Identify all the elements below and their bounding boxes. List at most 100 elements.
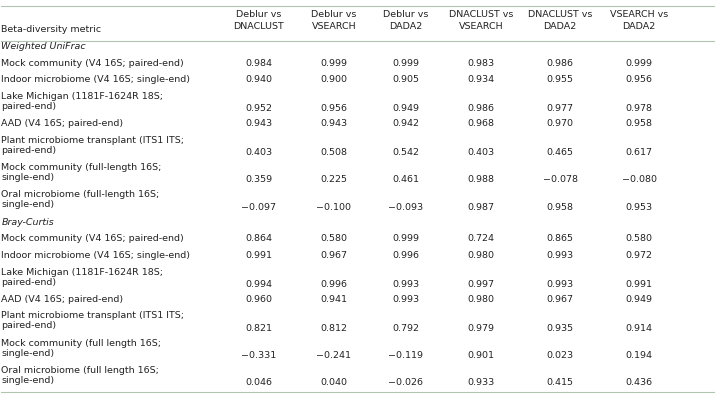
Text: 0.986: 0.986 [546,59,574,68]
Text: 0.980: 0.980 [467,295,495,304]
Text: DADA2: DADA2 [544,22,577,31]
Text: 0.415: 0.415 [546,378,574,387]
Text: 0.988: 0.988 [467,176,495,184]
Text: VSEARCH: VSEARCH [312,22,356,31]
Text: 0.465: 0.465 [546,148,574,157]
Text: −0.097: −0.097 [241,202,276,212]
Text: −0.331: −0.331 [241,351,276,360]
Text: 0.958: 0.958 [546,202,574,212]
Text: 0.949: 0.949 [392,104,419,113]
Text: 0.994: 0.994 [245,280,272,289]
Text: paired-end): paired-end) [1,278,57,287]
Text: 0.999: 0.999 [392,234,419,243]
Text: DNACLUST vs: DNACLUST vs [449,10,513,19]
Text: −0.100: −0.100 [317,202,351,212]
Text: Oral microbiome (full length 16S;: Oral microbiome (full length 16S; [1,366,159,375]
Text: 0.942: 0.942 [392,119,419,128]
Text: 0.821: 0.821 [245,324,272,333]
Text: 0.993: 0.993 [392,280,419,289]
Text: 0.967: 0.967 [320,251,348,260]
Text: −0.078: −0.078 [543,176,577,184]
Text: AAD (V4 16S; paired-end): AAD (V4 16S; paired-end) [1,295,123,304]
Text: −0.119: −0.119 [388,351,423,360]
Text: −0.026: −0.026 [388,378,423,387]
Text: 0.958: 0.958 [625,119,653,128]
Text: AAD (V4 16S; paired-end): AAD (V4 16S; paired-end) [1,119,123,128]
Text: 0.403: 0.403 [245,148,272,157]
Text: 0.023: 0.023 [546,351,574,360]
Text: 0.968: 0.968 [467,119,495,128]
Text: −0.241: −0.241 [317,351,351,360]
Text: 0.508: 0.508 [320,148,348,157]
Text: 0.580: 0.580 [625,234,653,243]
Text: DADA2: DADA2 [389,22,422,31]
Text: paired-end): paired-end) [1,321,57,331]
Text: 0.940: 0.940 [245,75,272,84]
Text: 0.983: 0.983 [467,59,495,68]
Text: 0.978: 0.978 [625,104,653,113]
Text: −0.080: −0.080 [622,176,656,184]
Text: 0.900: 0.900 [320,75,348,84]
Text: 0.934: 0.934 [467,75,495,84]
Text: 0.996: 0.996 [320,280,348,289]
Text: Lake Michigan (1181F-1624R 18S;: Lake Michigan (1181F-1624R 18S; [1,92,164,101]
Text: 0.986: 0.986 [467,104,495,113]
Text: 0.933: 0.933 [467,378,495,387]
Text: 0.960: 0.960 [245,295,272,304]
Text: 0.993: 0.993 [546,251,574,260]
Text: 0.812: 0.812 [320,324,348,333]
Text: 0.046: 0.046 [245,378,272,387]
Text: Mock community (full-length 16S;: Mock community (full-length 16S; [1,163,162,172]
Text: 0.941: 0.941 [320,295,348,304]
Text: 0.953: 0.953 [625,202,653,212]
Text: VSEARCH vs: VSEARCH vs [610,10,668,19]
Text: Mock community (full length 16S;: Mock community (full length 16S; [1,339,162,348]
Text: 0.993: 0.993 [546,280,574,289]
Text: 0.991: 0.991 [245,251,272,260]
Text: Plant microbiome transplant (ITS1 ITS;: Plant microbiome transplant (ITS1 ITS; [1,136,185,145]
Text: 0.956: 0.956 [625,75,653,84]
Text: Mock community (V4 16S; paired-end): Mock community (V4 16S; paired-end) [1,59,185,68]
Text: Indoor microbiome (V4 16S; single-end): Indoor microbiome (V4 16S; single-end) [1,75,190,84]
Text: Deblur vs: Deblur vs [236,10,281,19]
Text: 0.999: 0.999 [320,59,348,68]
Text: 0.194: 0.194 [625,351,653,360]
Text: Weighted UniFrac: Weighted UniFrac [1,42,86,51]
Text: paired-end): paired-end) [1,102,57,111]
Text: single-end): single-end) [1,349,55,358]
Text: DNACLUST: DNACLUST [233,22,284,31]
Text: 0.952: 0.952 [245,104,272,113]
Text: 0.979: 0.979 [467,324,495,333]
Text: Indoor microbiome (V4 16S; single-end): Indoor microbiome (V4 16S; single-end) [1,251,190,260]
Text: Lake Michigan (1181F-1624R 18S;: Lake Michigan (1181F-1624R 18S; [1,268,164,277]
Text: 0.977: 0.977 [546,104,574,113]
Text: 0.617: 0.617 [625,148,653,157]
Text: 0.955: 0.955 [546,75,574,84]
Text: 0.943: 0.943 [320,119,348,128]
Text: 0.864: 0.864 [245,234,272,243]
Text: 0.901: 0.901 [467,351,495,360]
Text: 0.935: 0.935 [546,324,574,333]
Text: 0.980: 0.980 [467,251,495,260]
Text: single-end): single-end) [1,173,55,182]
Text: 0.970: 0.970 [546,119,574,128]
Text: 0.359: 0.359 [245,176,272,184]
Text: 0.542: 0.542 [392,148,419,157]
Text: 0.993: 0.993 [392,295,419,304]
Text: 0.943: 0.943 [245,119,272,128]
Text: Plant microbiome transplant (ITS1 ITS;: Plant microbiome transplant (ITS1 ITS; [1,311,185,321]
Text: DNACLUST vs: DNACLUST vs [528,10,592,19]
Text: 0.914: 0.914 [625,324,653,333]
Text: 0.984: 0.984 [245,59,272,68]
Text: Bray-Curtis: Bray-Curtis [1,218,54,227]
Text: −0.093: −0.093 [388,202,423,212]
Text: 0.905: 0.905 [392,75,419,84]
Text: Oral microbiome (full-length 16S;: Oral microbiome (full-length 16S; [1,190,159,199]
Text: Mock community (V4 16S; paired-end): Mock community (V4 16S; paired-end) [1,234,185,243]
Text: 0.461: 0.461 [392,176,419,184]
Text: 0.225: 0.225 [320,176,348,184]
Text: paired-end): paired-end) [1,146,57,155]
Text: 0.403: 0.403 [467,148,495,157]
Text: single-end): single-end) [1,376,55,385]
Text: VSEARCH: VSEARCH [459,22,503,31]
